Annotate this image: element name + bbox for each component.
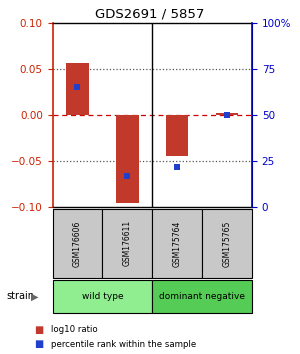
- Text: ▶: ▶: [31, 291, 38, 302]
- Bar: [66, 63, 89, 115]
- Text: GSM175765: GSM175765: [223, 220, 232, 267]
- Text: GSM176611: GSM176611: [123, 220, 132, 267]
- Bar: [166, 115, 188, 155]
- Text: GDS2691 / 5857: GDS2691 / 5857: [95, 8, 205, 21]
- Bar: [116, 115, 139, 204]
- Text: wild type: wild type: [82, 292, 123, 301]
- Text: GSM175764: GSM175764: [173, 220, 182, 267]
- Text: ■: ■: [34, 339, 43, 349]
- Text: dominant negative: dominant negative: [159, 292, 245, 301]
- Text: ■: ■: [34, 325, 43, 335]
- Text: GSM176606: GSM176606: [73, 220, 82, 267]
- Text: log10 ratio: log10 ratio: [51, 325, 98, 335]
- Text: percentile rank within the sample: percentile rank within the sample: [51, 339, 196, 349]
- Text: strain: strain: [6, 291, 34, 302]
- Bar: [216, 113, 238, 115]
